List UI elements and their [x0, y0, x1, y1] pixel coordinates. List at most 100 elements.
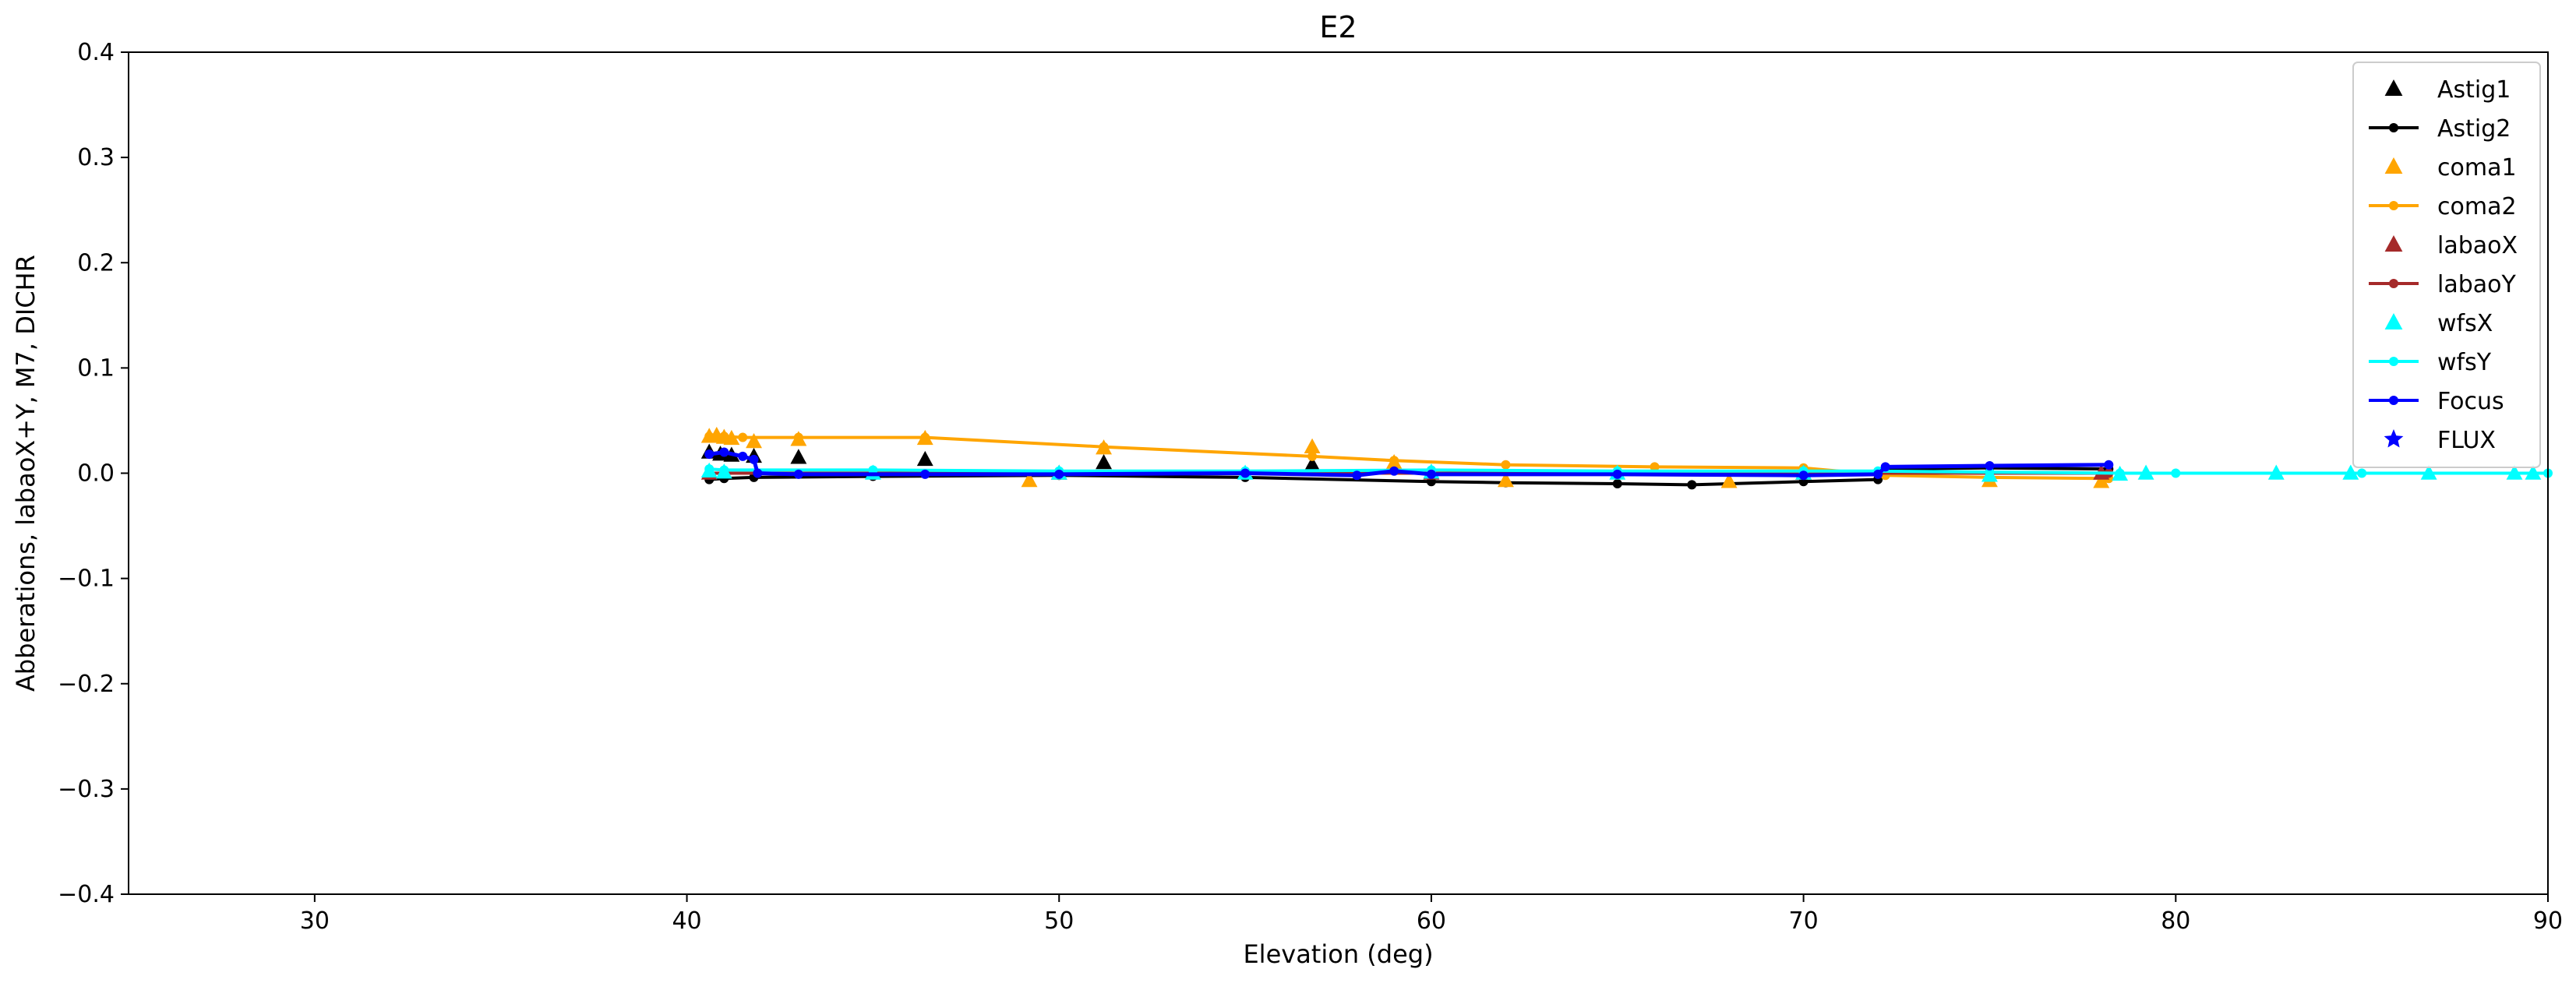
data-point [1687, 480, 1697, 490]
data-point [1389, 466, 1399, 476]
data-point [1240, 468, 1251, 478]
x-axis: 30 40 50 60 70 80 90 [300, 894, 2563, 935]
data-point [1798, 470, 1808, 481]
legend-item-wfsy: wfsY [2369, 349, 2492, 376]
data-point [719, 432, 729, 442]
data-point [1873, 469, 1883, 479]
data-point [738, 451, 748, 461]
data-point [1880, 462, 1890, 472]
data-point [704, 449, 715, 460]
legend-item-astig1: Astig1 [2384, 76, 2511, 104]
data-point [1307, 451, 1318, 461]
data-point [1650, 462, 1660, 472]
data-point [719, 447, 729, 457]
legend-marker [2389, 201, 2398, 210]
x-axis-label: Elevation (deg) [1243, 939, 1433, 969]
data-point [704, 464, 715, 474]
data-point [1612, 469, 1622, 479]
data-point [1304, 438, 1321, 453]
data-point [1389, 456, 1399, 466]
legend-item-wfsx: wfsX [2384, 310, 2493, 337]
data-point [790, 449, 807, 464]
legend-item-focus: Focus [2369, 388, 2504, 415]
data-point [2093, 473, 2110, 488]
y-tick-label: 0.4 [77, 39, 115, 66]
legend-marker [2389, 279, 2398, 288]
data-point [916, 450, 933, 467]
legend-marker [2384, 79, 2403, 96]
legend-label: wfsY [2437, 349, 2492, 376]
data-point [2171, 468, 2181, 478]
legend: Astig1 Astig2 coma1 coma2 labaoX labaoY wfsX wf… [2352, 62, 2541, 468]
y-tick-label: −0.3 [58, 776, 115, 803]
legend-box [2352, 62, 2541, 468]
legend-marker [2389, 396, 2398, 405]
data-point [719, 465, 729, 475]
data-point [1498, 471, 1514, 488]
y-axis-label: Abberations, labaoX+Y, M7, DICHR [11, 255, 41, 692]
legend-label: FLUX [2437, 427, 2496, 454]
legend-label: coma2 [2437, 193, 2517, 220]
data-point [1985, 461, 1995, 471]
data-point [1612, 479, 1622, 489]
legend-item-flux: FLUX [2384, 427, 2496, 454]
data-point [2115, 468, 2125, 478]
plot-frame [128, 51, 2549, 895]
data-point [1720, 473, 1738, 488]
data-point [704, 432, 715, 442]
legend-item-coma1: coma1 [2384, 154, 2517, 181]
legend-marker [2384, 157, 2403, 174]
y-axis: −0.4 −0.3 −0.2 −0.1 0.0 0.1 0.2 0.3 0.4 [58, 39, 129, 908]
data-point [2357, 468, 2367, 478]
x-tick-label: 60 [1417, 907, 1446, 935]
legend-marker [2389, 123, 2398, 132]
legend-marker [2384, 429, 2404, 448]
data-point [1352, 470, 1362, 481]
data-point [1501, 460, 1511, 470]
data-point [1054, 469, 1064, 479]
legend-label: Focus [2437, 388, 2504, 415]
y-tick-label: 0.2 [77, 249, 115, 277]
legend-item-labaoy: labaoY [2369, 271, 2517, 298]
data-point [793, 432, 803, 442]
data-point [1099, 442, 1109, 452]
y-tick-label: −0.2 [58, 671, 115, 698]
series-line [709, 467, 2548, 475]
x-tick-label: 50 [1044, 907, 1074, 935]
data-point [2104, 460, 2114, 470]
data-point [1096, 453, 1113, 470]
legend-label: coma1 [2437, 154, 2517, 181]
legend-label: wfsX [2437, 310, 2493, 337]
legend-item-astig2: Astig2 [2369, 115, 2511, 143]
legend-marker [2389, 357, 2398, 366]
x-tick-label: 80 [2161, 907, 2190, 935]
legend-label: labaoY [2437, 271, 2517, 298]
legend-label: Astig2 [2437, 115, 2511, 143]
data-point [920, 469, 930, 479]
legend-marker [2384, 313, 2403, 329]
series-focus [704, 447, 2114, 481]
data-point [753, 468, 763, 478]
y-tick-label: 0.3 [77, 144, 115, 171]
data-point [738, 432, 748, 442]
x-tick-label: 70 [1789, 907, 1819, 935]
y-tick-label: −0.1 [58, 565, 115, 593]
y-tick-label: −0.4 [58, 881, 115, 908]
legend-item-coma2: coma2 [2369, 193, 2517, 220]
data-point [749, 454, 759, 464]
legend-label: Astig1 [2437, 76, 2511, 104]
data-point [1021, 471, 1038, 488]
data-point [793, 469, 803, 479]
data-point [920, 432, 930, 442]
y-tick-label: 0.0 [77, 460, 115, 488]
legend-item-labaox: labaoX [2384, 232, 2518, 259]
data-point [1426, 469, 1436, 479]
legend-marker [2384, 235, 2403, 252]
x-tick-label: 40 [672, 907, 701, 935]
x-tick-label: 90 [2533, 907, 2563, 935]
y-tick-label: 0.1 [77, 354, 115, 382]
data-point [746, 432, 762, 449]
x-tick-label: 30 [300, 907, 330, 935]
legend-label: labaoX [2437, 232, 2518, 259]
